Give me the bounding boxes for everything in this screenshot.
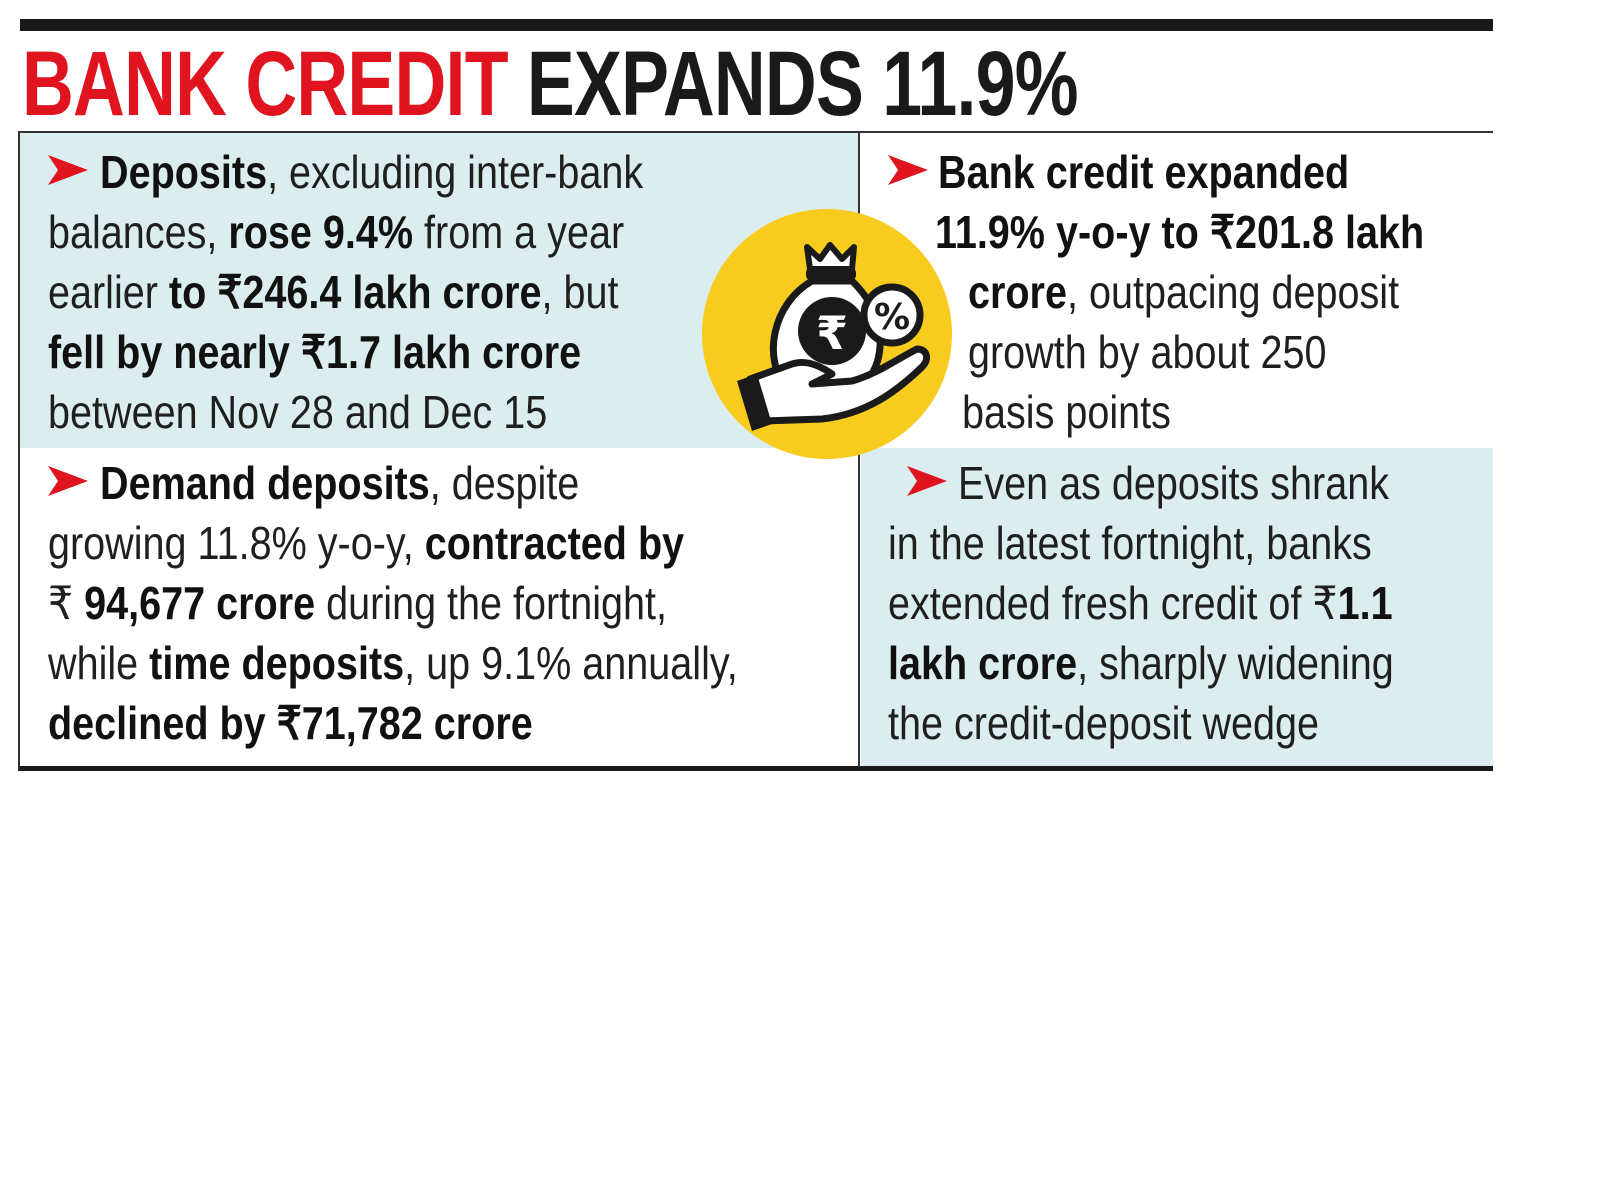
panel-deposits-line: balances, rose 9.4% from a year (48, 202, 624, 262)
money-bag-rupee-percent-hand-icon: ₹ % (737, 242, 931, 431)
bullet-arrow-icon (888, 155, 928, 185)
text: between Nov 28 and Dec 15 (48, 386, 548, 438)
bold-text: 94,677 crore (84, 577, 316, 629)
badge-circle: ₹ % (702, 209, 952, 459)
text: , but (541, 266, 619, 318)
bullet-arrow-icon (907, 466, 947, 496)
panel-fresh-credit-line: lakh crore, sharply widening (888, 633, 1394, 693)
panel-fresh-credit-line: the credit-deposit wedge (888, 693, 1319, 753)
text: basis points (962, 386, 1171, 438)
panel-demand-deposits-bg (20, 448, 859, 766)
text: , sharply widening (1077, 637, 1394, 689)
bold-text: 1.1 (1337, 577, 1393, 629)
bold-text: declined by ₹71,782 crore (48, 697, 533, 749)
panel-demand-deposits-line: Demand deposits, despite (100, 453, 579, 513)
panel-demand-deposits-line: while time deposits, up 9.1% annually, (48, 633, 738, 693)
bold-text: to ₹246.4 lakh crore (168, 266, 542, 318)
text: balances, (48, 206, 229, 258)
text: in the latest fortnight, banks (888, 517, 1372, 569)
panel-demand-deposits-line: growing 11.8% y-o-y, contracted by (48, 513, 684, 573)
panel-bank-credit-line: basis points (962, 382, 1171, 442)
panel-deposits-line: fell by nearly ₹1.7 lakh crore (48, 322, 581, 382)
panel-deposits-line: Deposits, excluding inter-bank (100, 142, 643, 202)
headline-red: BANK CREDIT (22, 33, 509, 135)
text: growth by about 250 (968, 326, 1327, 378)
bold-text: lakh crore (888, 637, 1078, 689)
svg-text:%: % (874, 297, 910, 338)
text: extended fresh credit of ₹ (888, 577, 1338, 629)
panel-frame (18, 131, 1493, 771)
bold-text: crore (968, 266, 1067, 318)
text: the credit-deposit wedge (888, 697, 1320, 749)
text: while (48, 637, 150, 689)
bold-text: fell by nearly ₹1.7 lakh crore (48, 326, 582, 378)
panel-bank-credit-line: Bank credit expanded (938, 142, 1349, 202)
bullet-arrow-icon (48, 466, 88, 496)
bold-text: 11.9% y-o-y to ₹201.8 lakh (935, 206, 1425, 258)
text: ₹ (48, 577, 85, 629)
panel-bank-credit-line: 11.9% y-o-y to ₹201.8 lakh (935, 202, 1424, 262)
panel-bank-credit-line: growth by about 250 (968, 322, 1326, 382)
panel-fresh-credit-line: Even as deposits shrank (958, 453, 1389, 513)
svg-text:₹: ₹ (816, 306, 848, 360)
panel-deposits-line: between Nov 28 and Dec 15 (48, 382, 547, 442)
text: , outpacing deposit (1066, 266, 1400, 318)
bold-text: contracted by (424, 517, 685, 569)
text: Even as deposits shrank (958, 457, 1390, 509)
bold-text: Deposits (100, 146, 268, 198)
text: growing 11.8% y-o-y, (48, 517, 425, 569)
headline: BANK CREDIT EXPANDS 11.9% (22, 33, 1079, 135)
top-rule (20, 19, 1493, 31)
panel-demand-deposits-line: ₹ 94,677 crore during the fortnight, (48, 573, 667, 633)
panel-fresh-credit-bg (861, 448, 1493, 766)
bold-text: time deposits (149, 637, 405, 689)
panel-bank-credit-line: crore, outpacing deposit (968, 262, 1399, 322)
text: , excluding inter-bank (267, 146, 644, 198)
bold-text: rose 9.4% (228, 206, 414, 258)
bold-text: Demand deposits (100, 457, 430, 509)
panel-bank-credit-bg (861, 133, 1493, 448)
panel-demand-deposits-line: declined by ₹71,782 crore (48, 693, 533, 753)
bullet-arrow-icon (48, 155, 88, 185)
text: , despite (429, 457, 580, 509)
bold-text: Bank credit expanded (938, 146, 1350, 198)
text: during the fortnight, (315, 577, 667, 629)
text: , up 9.1% annually, (404, 637, 738, 689)
panel-fresh-credit-line: in the latest fortnight, banks (888, 513, 1372, 573)
panel-deposits-line: earlier to ₹246.4 lakh crore, but (48, 262, 619, 322)
panel-fresh-credit-line: extended fresh credit of ₹1.1 (888, 573, 1393, 633)
text: from a year (413, 206, 625, 258)
text: earlier (48, 266, 169, 318)
headline-black: EXPANDS 11.9% (526, 33, 1079, 135)
